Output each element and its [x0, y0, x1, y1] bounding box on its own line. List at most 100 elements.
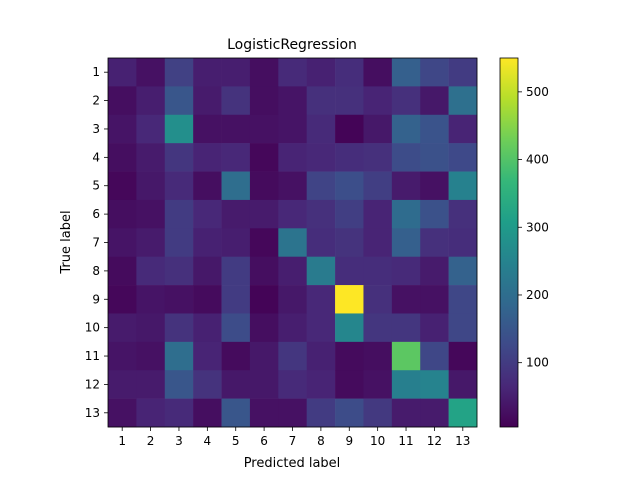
x-axis-label: Predicted label [244, 456, 341, 471]
y-axis-label: True label [59, 210, 74, 274]
heatmap-cell [193, 86, 222, 116]
heatmap-cell [448, 398, 478, 428]
heatmap-cell [164, 341, 194, 371]
heatmap-cell [249, 285, 279, 314]
heatmap-cell [249, 228, 279, 257]
heatmap-cell [164, 199, 194, 229]
heatmap-cell [420, 171, 449, 201]
heatmap-cell [278, 370, 307, 399]
heatmap-cell [335, 256, 364, 286]
colorbar-tick-label: 500 [526, 85, 549, 99]
heatmap-cell [335, 143, 364, 172]
heatmap-cell [136, 285, 166, 314]
heatmap-cell [420, 143, 449, 172]
heatmap-cell [363, 171, 393, 201]
heatmap-cell [306, 341, 336, 371]
heatmap-cell [108, 370, 137, 399]
heatmap-cell [363, 143, 393, 172]
heatmap-cell [249, 199, 279, 229]
y-tick-label: 9 [92, 292, 100, 306]
heatmap-cell [193, 171, 222, 201]
heatmap-cell [136, 199, 166, 229]
heatmap-cell [136, 143, 166, 172]
y-tick-label: 4 [92, 150, 100, 164]
heatmap-cell [420, 86, 449, 116]
heatmap-cell [448, 341, 478, 371]
heatmap-cell [448, 171, 478, 201]
heatmap-cell [420, 114, 449, 144]
heatmap-cell [306, 58, 336, 87]
heatmap-cell [363, 398, 393, 428]
heatmap-cell [108, 86, 137, 116]
y-tick-label: 5 [92, 179, 100, 193]
heatmap-cell [108, 114, 137, 144]
heatmap-cell [306, 199, 336, 229]
heatmap-cell [448, 256, 478, 286]
heatmap-cell [108, 143, 137, 172]
x-tick-label: 3 [175, 434, 183, 448]
heatmap-cell [193, 370, 222, 399]
heatmap-cell [164, 313, 194, 343]
heatmap-cell [193, 58, 222, 87]
heatmap-cell [335, 228, 364, 257]
heatmap-cell [136, 313, 166, 343]
heatmap-cell [164, 171, 194, 201]
heatmap-cell [391, 199, 421, 229]
heatmap-cell [108, 171, 137, 201]
heatmap-cell [448, 114, 478, 144]
heatmap-cell [108, 313, 137, 343]
heatmap-cell [391, 114, 421, 144]
x-tick-label: 7 [289, 434, 297, 448]
heatmap-cell [335, 313, 364, 343]
heatmap-cell [391, 143, 421, 172]
heatmap-cell [420, 341, 449, 371]
heatmap-cell [391, 285, 421, 314]
colorbar-ticks: 100 200 300 400 500 [518, 85, 549, 370]
heatmap-cell [448, 58, 478, 87]
heatmap-cell [108, 199, 137, 229]
x-axis-ticks: 1 2 3 4 5 6 7 8 9 10 11 12 13 [118, 427, 470, 448]
heatmap-cell [335, 285, 364, 314]
heatmap-cell [164, 143, 194, 172]
heatmap-cell [391, 171, 421, 201]
heatmap-cell [278, 313, 307, 343]
heatmap-cell [306, 313, 336, 343]
x-tick-label: 9 [345, 434, 353, 448]
x-tick-label: 13 [455, 434, 470, 448]
heatmap-cell [164, 228, 194, 257]
heatmap-cell [249, 58, 279, 87]
heatmap-cell [221, 58, 251, 87]
heatmap-cell [193, 228, 222, 257]
heatmap-cell [278, 199, 307, 229]
heatmap-cell [164, 370, 194, 399]
x-tick-label: 6 [260, 434, 268, 448]
heatmap-cell [193, 199, 222, 229]
heatmap-cell [335, 341, 364, 371]
heatmap-cell [164, 86, 194, 116]
heatmap-cell [164, 398, 194, 428]
colorbar-tick-label: 300 [526, 220, 549, 234]
heatmap-cell [391, 228, 421, 257]
heatmap-cell [249, 398, 279, 428]
y-tick-label: 10 [85, 321, 100, 335]
heatmap-cell [420, 58, 449, 87]
heatmap-cell [108, 58, 137, 87]
heatmap-cell [249, 341, 279, 371]
heatmap-cell [221, 398, 251, 428]
heatmap-cell [193, 114, 222, 144]
x-tick-label: 1 [118, 434, 126, 448]
heatmap-cell [278, 86, 307, 116]
heatmap-cell [448, 86, 478, 116]
heatmap-cell [278, 171, 307, 201]
heatmap-cell [363, 341, 393, 371]
heatmap-cell [221, 86, 251, 116]
heatmap-cell [306, 256, 336, 286]
heatmap-cell [136, 171, 166, 201]
heatmap-cell [306, 143, 336, 172]
heatmap-cell [391, 370, 421, 399]
x-tick-label: 10 [370, 434, 385, 448]
heatmap-cell [448, 370, 478, 399]
heatmap-cell [249, 86, 279, 116]
